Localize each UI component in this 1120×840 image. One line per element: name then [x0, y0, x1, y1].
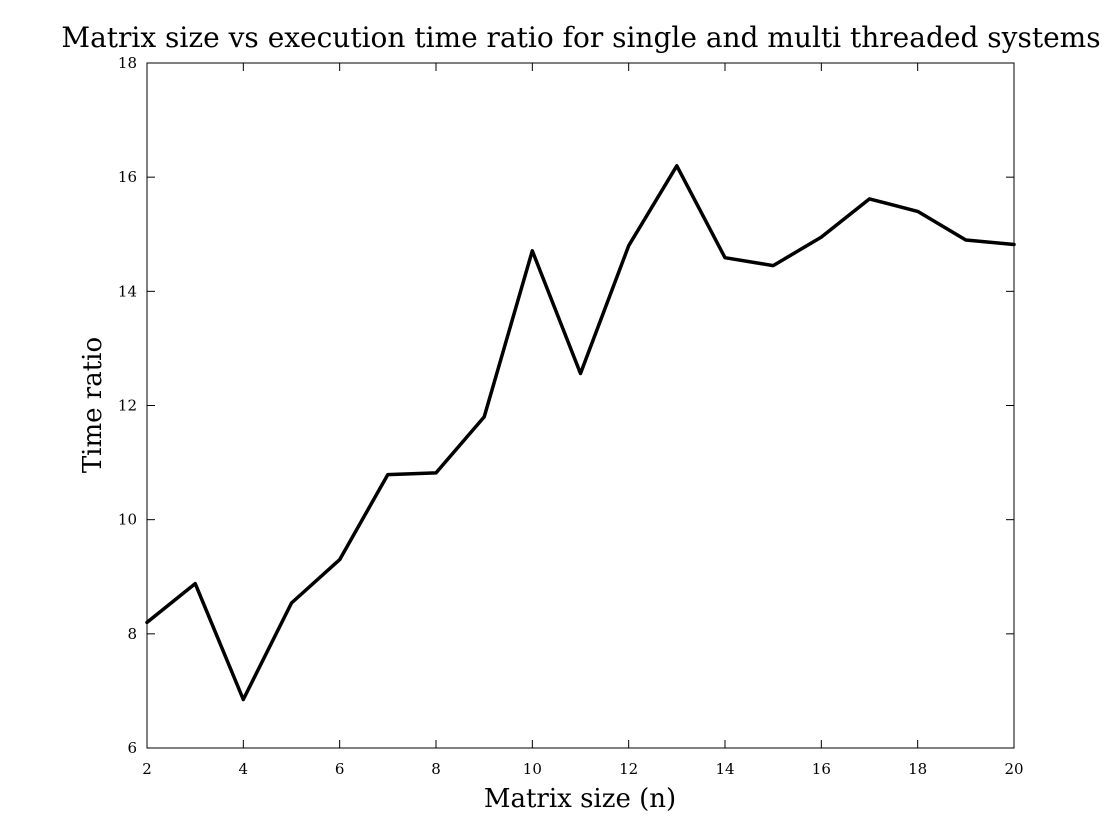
plot-area — [146, 62, 1015, 749]
x-tick-label: 4 — [239, 760, 249, 778]
x-tick-label: 12 — [619, 760, 638, 778]
series-line — [145, 164, 1016, 702]
y-tick-label: 8 — [127, 625, 137, 643]
y-tick-label: 6 — [127, 739, 137, 757]
axis-ticks: 2 4 6 8 10 12 14 16 18 20 6 8 10 12 14 16 18 — [118, 54, 1024, 778]
x-axis-label: Matrix size (n) — [484, 784, 676, 814]
x-tick-label: 2 — [142, 760, 152, 778]
x-tick-label: 20 — [1004, 760, 1023, 778]
y-tick-label: 10 — [118, 511, 137, 529]
x-tick-label: 14 — [715, 760, 734, 778]
x-tick-label: 6 — [335, 760, 345, 778]
x-tick-label: 10 — [523, 760, 542, 778]
y-tick-label: 18 — [118, 54, 137, 72]
series-layer — [145, 164, 1016, 702]
x-tick-label: 16 — [812, 760, 831, 778]
chart-title: Matrix size vs execution time ratio for … — [61, 21, 1100, 54]
y-tick-label: 14 — [118, 282, 137, 300]
y-axis-label: Time ratio — [78, 337, 108, 473]
y-tick-label: 12 — [118, 397, 137, 415]
x-tick-label: 8 — [431, 760, 441, 778]
x-tick-label: 18 — [908, 760, 927, 778]
y-tick-label: 16 — [118, 168, 137, 186]
